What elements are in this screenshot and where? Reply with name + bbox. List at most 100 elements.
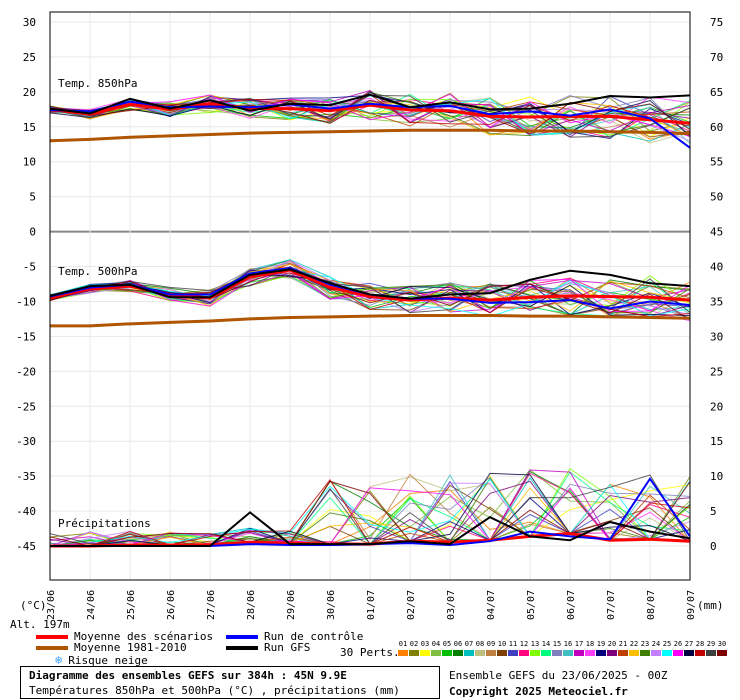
plot-frame xyxy=(49,11,691,581)
perturbation-swatch xyxy=(651,650,661,656)
perturbation-swatch xyxy=(673,650,683,656)
panel-label-500hpa: Temp. 500hPa xyxy=(58,265,137,278)
right-upper-tick-label: 45 xyxy=(710,226,723,239)
perturbation-id: 30 xyxy=(717,640,727,648)
perturbation-swatch xyxy=(409,650,419,656)
date-tick-label: 25/06 xyxy=(126,590,137,620)
series-precip-run-gfs xyxy=(50,511,691,547)
legend-control: Run de contrôle xyxy=(226,630,363,643)
date-tick-label: 23/06 xyxy=(46,590,57,620)
left-tick-label: -20 xyxy=(16,365,36,378)
left-axis-unit: (°C) xyxy=(20,599,47,612)
date-tick-label: 03/07 xyxy=(446,590,457,620)
legend-swatch-gfs xyxy=(226,645,258,650)
date-tick-label: 26/06 xyxy=(166,590,177,620)
left-tick-label: -35 xyxy=(16,470,36,483)
left-tick-label: -10 xyxy=(16,295,36,308)
right-lower-tick-label: 0 xyxy=(710,540,717,553)
series-850-moyenne-1981-2010 xyxy=(49,128,691,143)
left-tick-label: 5 xyxy=(29,191,36,204)
perturbation-swatch xyxy=(475,650,485,656)
left-tick-label: 15 xyxy=(23,121,36,134)
right-lower-tick-label: 35 xyxy=(710,295,723,308)
perturbation-swatch xyxy=(486,650,496,656)
perturbation-id: 25 xyxy=(662,640,672,648)
perturbation-id: 12 xyxy=(519,640,529,648)
right-lower-tick-label: 5 xyxy=(710,505,717,518)
perturbation-id: 02 xyxy=(409,640,419,648)
perturbation-swatch xyxy=(618,650,628,656)
left-tick-label: 10 xyxy=(23,156,36,169)
perturbation-lines xyxy=(49,89,691,547)
legend-swatch-control xyxy=(226,634,258,639)
left-tick-label: 30 xyxy=(23,16,36,29)
series-850-run-gfs xyxy=(49,93,691,115)
right-lower-tick-label: 25 xyxy=(710,365,723,378)
perturbation-id: 18 xyxy=(585,640,595,648)
perturbation-id: 15 xyxy=(552,640,562,648)
legend-swatch-mean xyxy=(36,634,68,639)
perturbation-swatch xyxy=(420,650,430,656)
date-tick-label: 09/07 xyxy=(686,590,697,620)
perturbation-id: 13 xyxy=(530,640,540,648)
left-tick-label: 20 xyxy=(23,86,36,99)
perturbation-line-12 xyxy=(49,263,691,312)
perturbation-id: 23 xyxy=(640,640,650,648)
date-tick-label: 05/07 xyxy=(526,590,537,620)
perturbation-swatch xyxy=(629,650,639,656)
left-tick-label: -40 xyxy=(16,505,36,518)
right-lower-tick-label: 15 xyxy=(710,435,723,448)
perturbation-swatch xyxy=(453,650,463,656)
perturbation-swatch xyxy=(596,650,606,656)
legend-label-gfs: Run GFS xyxy=(264,641,311,654)
perturbation-line-26 xyxy=(49,487,691,547)
right-upper-tick-label: 50 xyxy=(710,191,723,204)
perturbation-id: 09 xyxy=(486,640,496,648)
legend-mean: Moyenne des scénarios xyxy=(36,630,213,643)
perturbation-line-18 xyxy=(49,96,691,131)
perturbation-swatch xyxy=(607,650,617,656)
perturbation-id: 07 xyxy=(464,640,474,648)
date-tick-label: 06/07 xyxy=(566,590,577,620)
series-850-moyenne-des-sc-narios xyxy=(49,102,691,125)
left-tick-label: -45 xyxy=(16,540,36,553)
date-tick-label: 30/06 xyxy=(326,590,337,620)
perturbation-id: 01 xyxy=(398,640,408,648)
right-upper-tick-label: 75 xyxy=(710,16,723,29)
legend-label-snow: Risque neige xyxy=(68,653,148,667)
legend-label-mean: Moyenne des scénarios xyxy=(74,630,214,643)
perturbation-swatch xyxy=(398,650,408,656)
altitude-label: Alt. 197m xyxy=(10,618,70,631)
perturbation-id: 05 xyxy=(442,640,452,648)
right-upper-tick-label: 55 xyxy=(710,156,723,169)
right-lower-tick-label: 30 xyxy=(710,330,723,343)
series-500-run-gfs xyxy=(49,268,691,300)
series-500-moyenne-1981-2010 xyxy=(50,313,691,328)
perturbation-id: 14 xyxy=(541,640,551,648)
perturbation-swatch xyxy=(563,650,573,656)
perturbation-swatch xyxy=(442,650,452,656)
perturbation-line-25 xyxy=(49,95,691,135)
right-upper-tick-label: 70 xyxy=(710,51,723,64)
perturbation-line-27 xyxy=(49,91,691,137)
perturbation-swatch xyxy=(431,650,441,656)
left-tick-label: -30 xyxy=(16,435,36,448)
date-tick-label: 01/07 xyxy=(366,590,377,620)
perturbation-swatch xyxy=(574,650,584,656)
legend-snow: ❄ Risque neige xyxy=(55,653,148,667)
perturbation-line-26 xyxy=(49,93,691,137)
perturbation-id: 21 xyxy=(618,640,628,648)
date-tick-label: 08/07 xyxy=(646,590,657,620)
series-lines xyxy=(49,93,691,548)
right-lower-tick-label: 10 xyxy=(710,470,723,483)
perturbation-id: 22 xyxy=(629,640,639,648)
left-tick-label: 0 xyxy=(29,226,36,239)
perturbation-id: 28 xyxy=(695,640,705,648)
legend-swatch-climate xyxy=(36,645,68,650)
perturbation-id: 17 xyxy=(574,640,584,648)
title-box: Diagramme des ensembles GEFS sur 384h : … xyxy=(20,666,440,699)
perturbation-id: 26 xyxy=(673,640,683,648)
left-tick-label: -15 xyxy=(16,330,36,343)
legend-label-control: Run de contrôle xyxy=(264,630,364,643)
perturbation-swatch xyxy=(717,650,727,656)
